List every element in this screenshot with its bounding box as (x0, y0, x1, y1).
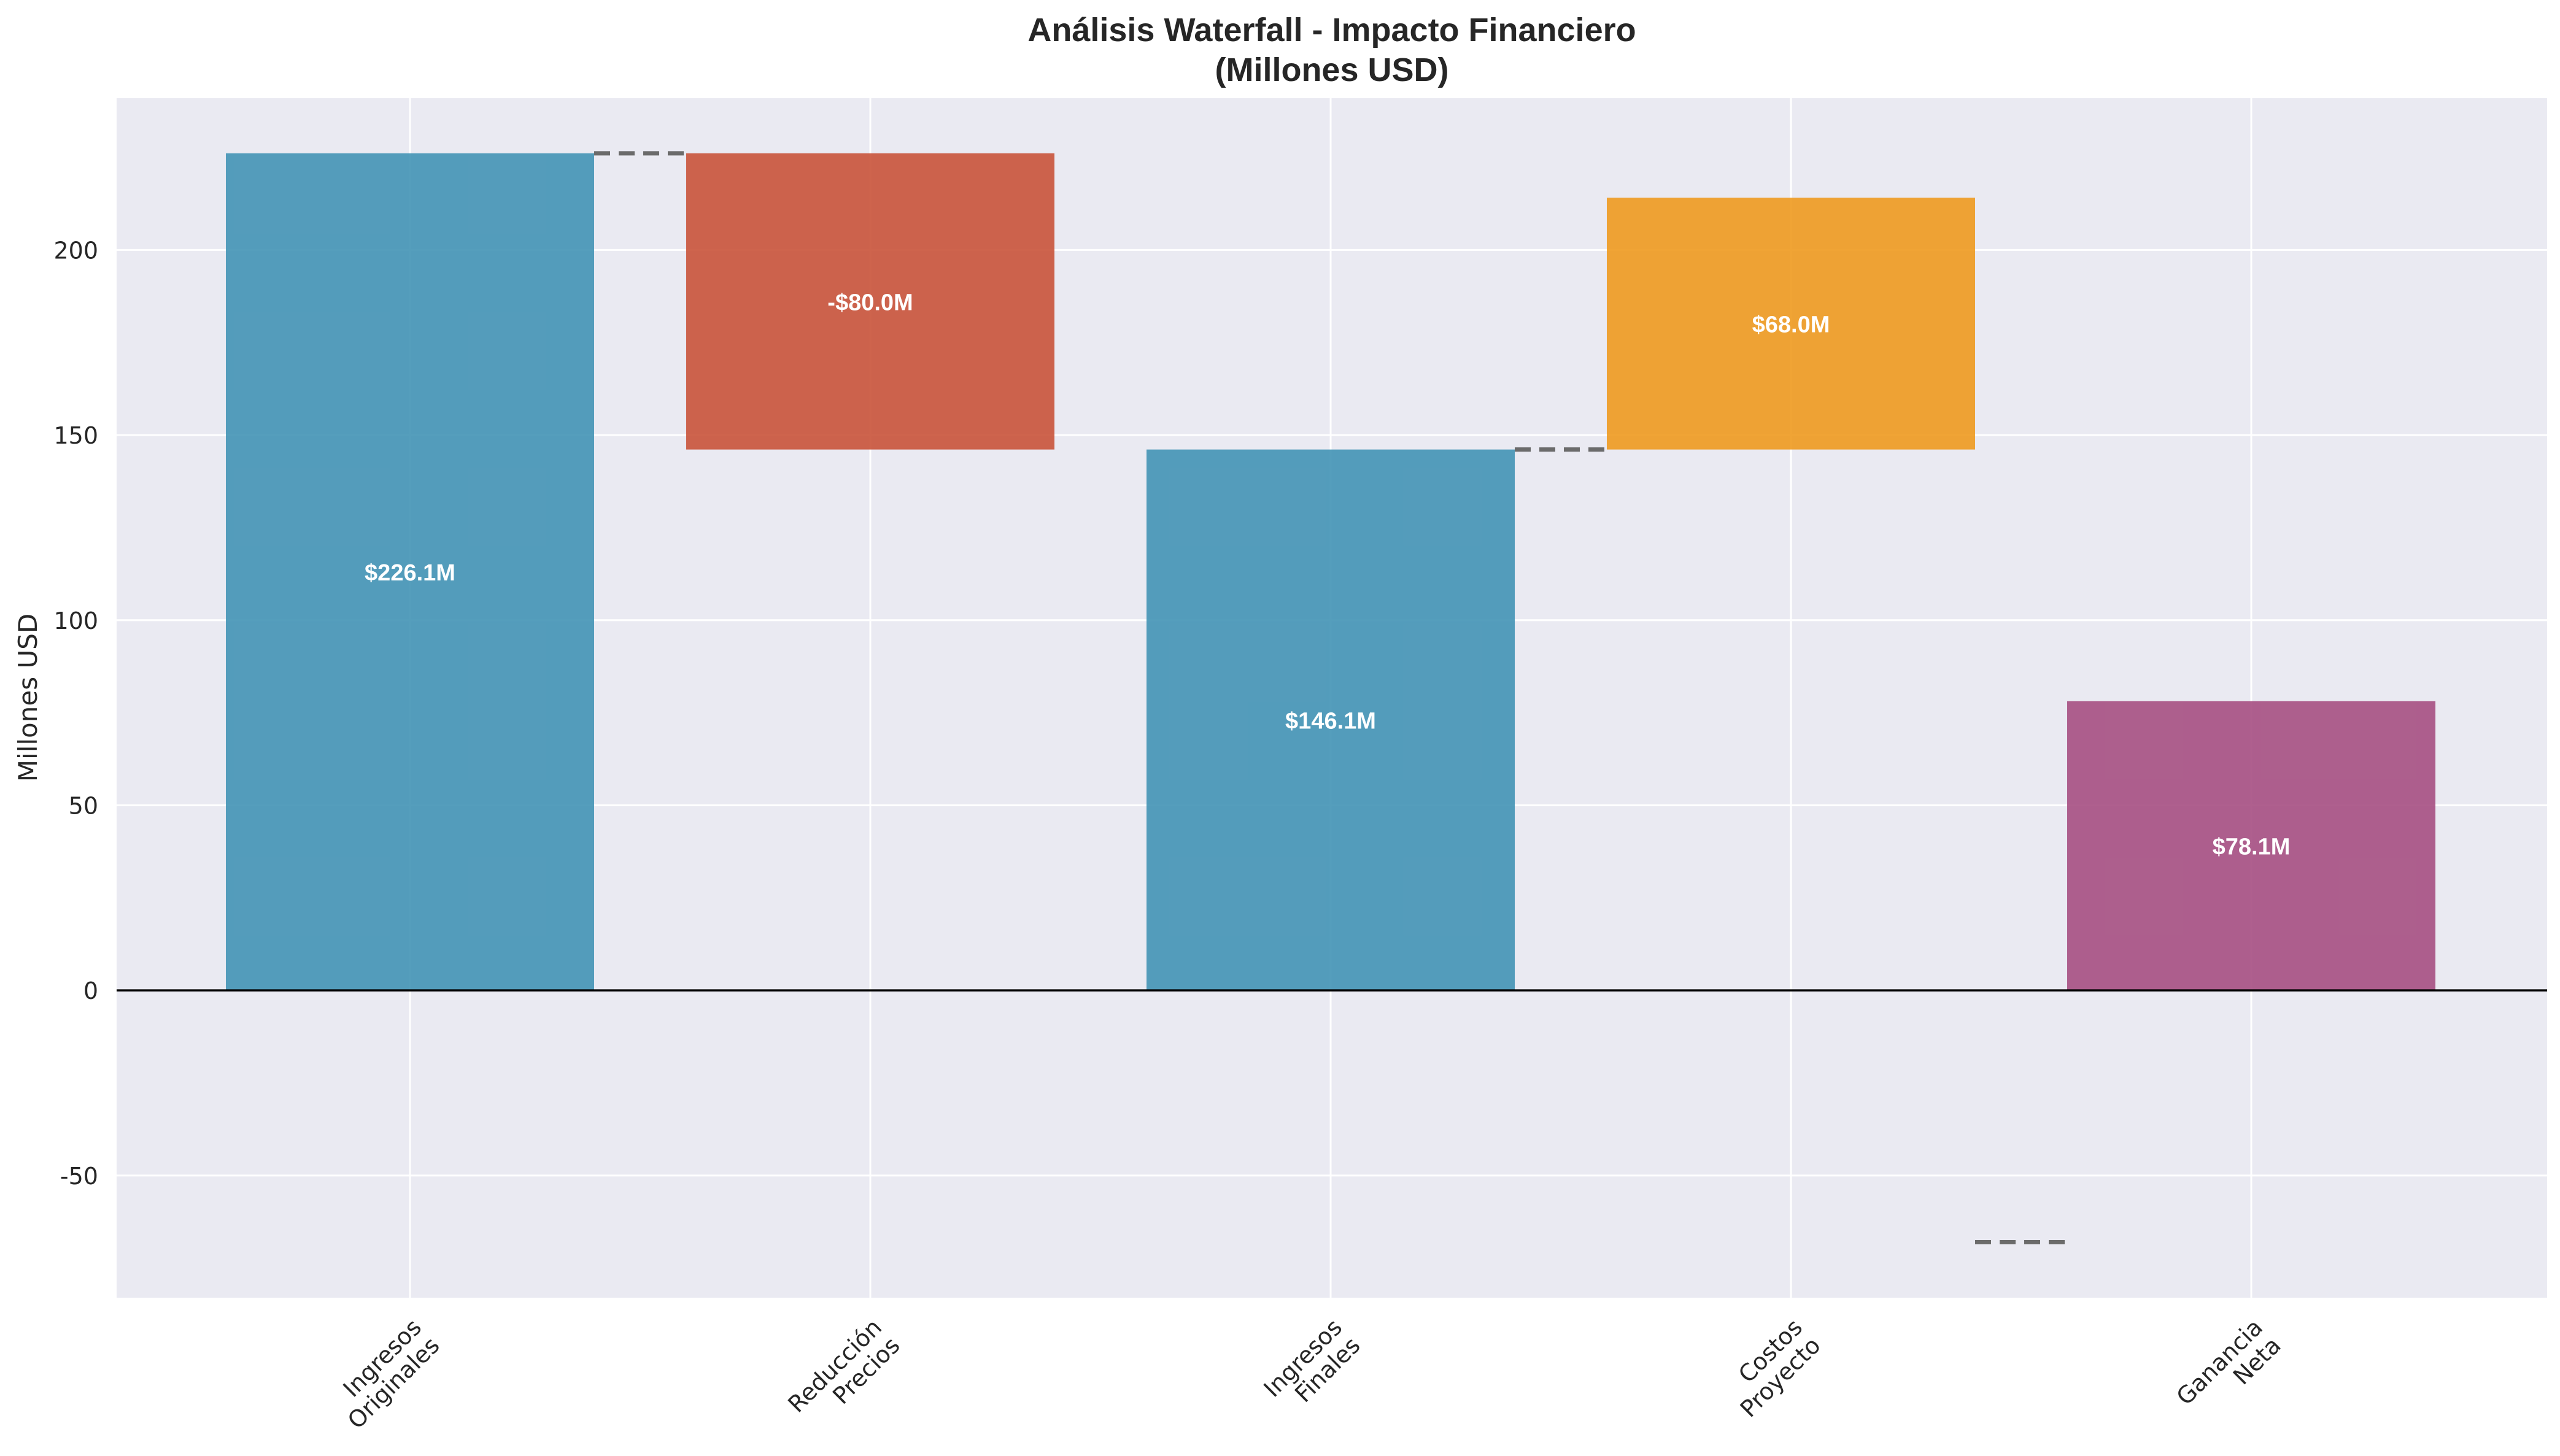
y-tick-labels: -50 0 50 100 150 200 (53, 237, 98, 1189)
bar-value-label: $78.1M (2213, 834, 2291, 860)
bar (1147, 449, 1515, 991)
bar-value-label: $146.1M (1285, 708, 1376, 734)
bar-labels: $226.1M -$80.0M $146.1M $68.0M $78.1M (365, 290, 2290, 860)
bar-value-label: $68.0M (1752, 312, 1830, 337)
y-tick-label: 50 (69, 792, 98, 819)
bar-value-label: $226.1M (365, 560, 455, 586)
y-tick-label: 0 (83, 977, 98, 1004)
y-tick-label: -50 (60, 1163, 98, 1190)
connectors (594, 151, 2067, 1244)
y-tick-label: 100 (53, 607, 98, 634)
bars (226, 153, 2435, 991)
bar (2067, 701, 2435, 991)
y-axis-label: Millones USD (13, 614, 43, 782)
bar (686, 153, 1054, 450)
chart-title-line-1: Análisis Waterfall - Impacto Financiero (1027, 12, 1636, 48)
chart-title-line-2: (Millones USD) (1215, 52, 1448, 88)
bar-value-label: -$80.0M (827, 290, 913, 315)
bar (1607, 198, 1975, 450)
bar (226, 153, 594, 991)
y-tick-label: 150 (53, 422, 98, 449)
y-tick-label: 200 (53, 237, 98, 264)
